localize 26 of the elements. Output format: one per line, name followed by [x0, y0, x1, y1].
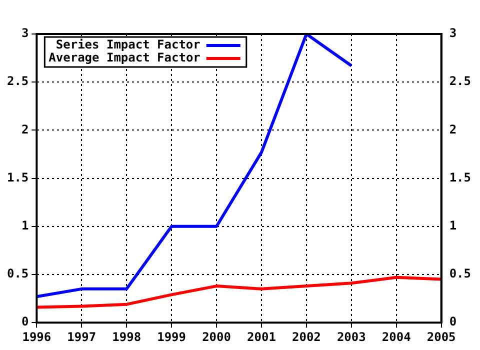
x-tick-label: 2005 [426, 330, 456, 344]
x-tick-label: 2004 [382, 330, 411, 344]
y-tick-label: 0.5 [6, 266, 29, 281]
x-tick-label: 1999 [157, 330, 186, 344]
x-tick-label: 2002 [292, 330, 321, 344]
y-tick-label: 0 [21, 314, 29, 329]
y2-tick-label: 3 [449, 26, 457, 40]
y2-tick-label: 1.5 [449, 170, 472, 184]
y2-tick-label: 2 [449, 122, 457, 136]
y-tick-label: 1.5 [6, 170, 29, 184]
y2-tick-label: 0 [449, 314, 457, 329]
y2-tick-label: 2.5 [449, 74, 472, 88]
x-tick-label: 2000 [202, 330, 231, 344]
x-tick-label: 1997 [67, 330, 96, 344]
y-tick-label: 2.5 [6, 74, 29, 88]
x-tick-label: 2001 [247, 330, 276, 344]
y2-tick-label: 0.5 [449, 266, 472, 281]
x-tick-label: 2003 [336, 330, 366, 344]
legend-label: Series Impact Factor [56, 38, 200, 52]
y2-tick-label: 1 [449, 218, 457, 233]
x-tick-label: 1998 [112, 330, 142, 344]
y-tick-label: 2 [21, 122, 29, 136]
x-tick-label: 1996 [22, 330, 52, 344]
legend-label: Average Impact Factor [48, 50, 200, 65]
y-tick-label: 1 [21, 218, 29, 233]
y-tick-label: 3 [21, 26, 29, 40]
